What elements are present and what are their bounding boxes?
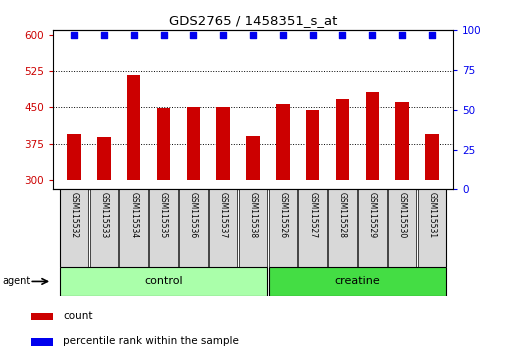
- Text: GSM115526: GSM115526: [278, 192, 287, 238]
- FancyBboxPatch shape: [119, 189, 147, 267]
- Text: GSM115533: GSM115533: [99, 192, 108, 238]
- Point: [308, 32, 316, 38]
- Text: percentile rank within the sample: percentile rank within the sample: [63, 336, 239, 346]
- Text: GSM115529: GSM115529: [367, 192, 376, 238]
- Text: GSM115527: GSM115527: [308, 192, 317, 238]
- Bar: [365, 92, 378, 180]
- Point: [70, 32, 78, 38]
- FancyBboxPatch shape: [60, 267, 267, 296]
- Bar: [31, 338, 53, 346]
- Text: GDS2765 / 1458351_s_at: GDS2765 / 1458351_s_at: [169, 14, 336, 27]
- Bar: [127, 74, 140, 180]
- Point: [189, 32, 197, 38]
- FancyBboxPatch shape: [328, 189, 356, 267]
- Bar: [97, 137, 110, 180]
- Point: [397, 32, 406, 38]
- Bar: [335, 99, 348, 180]
- Text: GSM115532: GSM115532: [69, 192, 78, 238]
- Text: GSM115528: GSM115528: [337, 192, 346, 238]
- Bar: [31, 313, 53, 320]
- FancyBboxPatch shape: [209, 189, 237, 267]
- FancyBboxPatch shape: [60, 189, 88, 267]
- Bar: [306, 110, 319, 180]
- FancyBboxPatch shape: [298, 189, 326, 267]
- Point: [368, 32, 376, 38]
- Bar: [216, 107, 229, 180]
- Text: count: count: [63, 310, 92, 321]
- FancyBboxPatch shape: [387, 189, 416, 267]
- Point: [99, 32, 108, 38]
- Text: GSM115531: GSM115531: [427, 192, 436, 238]
- Point: [219, 32, 227, 38]
- FancyBboxPatch shape: [179, 189, 207, 267]
- FancyBboxPatch shape: [358, 189, 386, 267]
- FancyBboxPatch shape: [268, 267, 445, 296]
- Bar: [186, 107, 199, 180]
- Text: control: control: [144, 276, 182, 286]
- Text: GSM115537: GSM115537: [218, 192, 227, 238]
- Point: [278, 32, 286, 38]
- Point: [159, 32, 167, 38]
- FancyBboxPatch shape: [89, 189, 118, 267]
- Bar: [395, 103, 408, 180]
- FancyBboxPatch shape: [417, 189, 445, 267]
- FancyBboxPatch shape: [149, 189, 177, 267]
- Text: creatine: creatine: [334, 276, 380, 286]
- Bar: [276, 104, 289, 180]
- Text: GSM115530: GSM115530: [397, 192, 406, 238]
- Bar: [67, 134, 81, 180]
- Text: agent: agent: [3, 276, 31, 286]
- Text: GSM115536: GSM115536: [188, 192, 197, 238]
- Bar: [424, 134, 438, 180]
- Bar: [246, 136, 259, 180]
- FancyBboxPatch shape: [238, 189, 267, 267]
- Point: [129, 32, 137, 38]
- Text: GSM115535: GSM115535: [159, 192, 168, 238]
- Text: GSM115538: GSM115538: [248, 192, 257, 238]
- Point: [427, 32, 435, 38]
- Text: GSM115534: GSM115534: [129, 192, 138, 238]
- Bar: [157, 108, 170, 180]
- FancyBboxPatch shape: [268, 189, 296, 267]
- Point: [338, 32, 346, 38]
- Point: [248, 32, 257, 38]
